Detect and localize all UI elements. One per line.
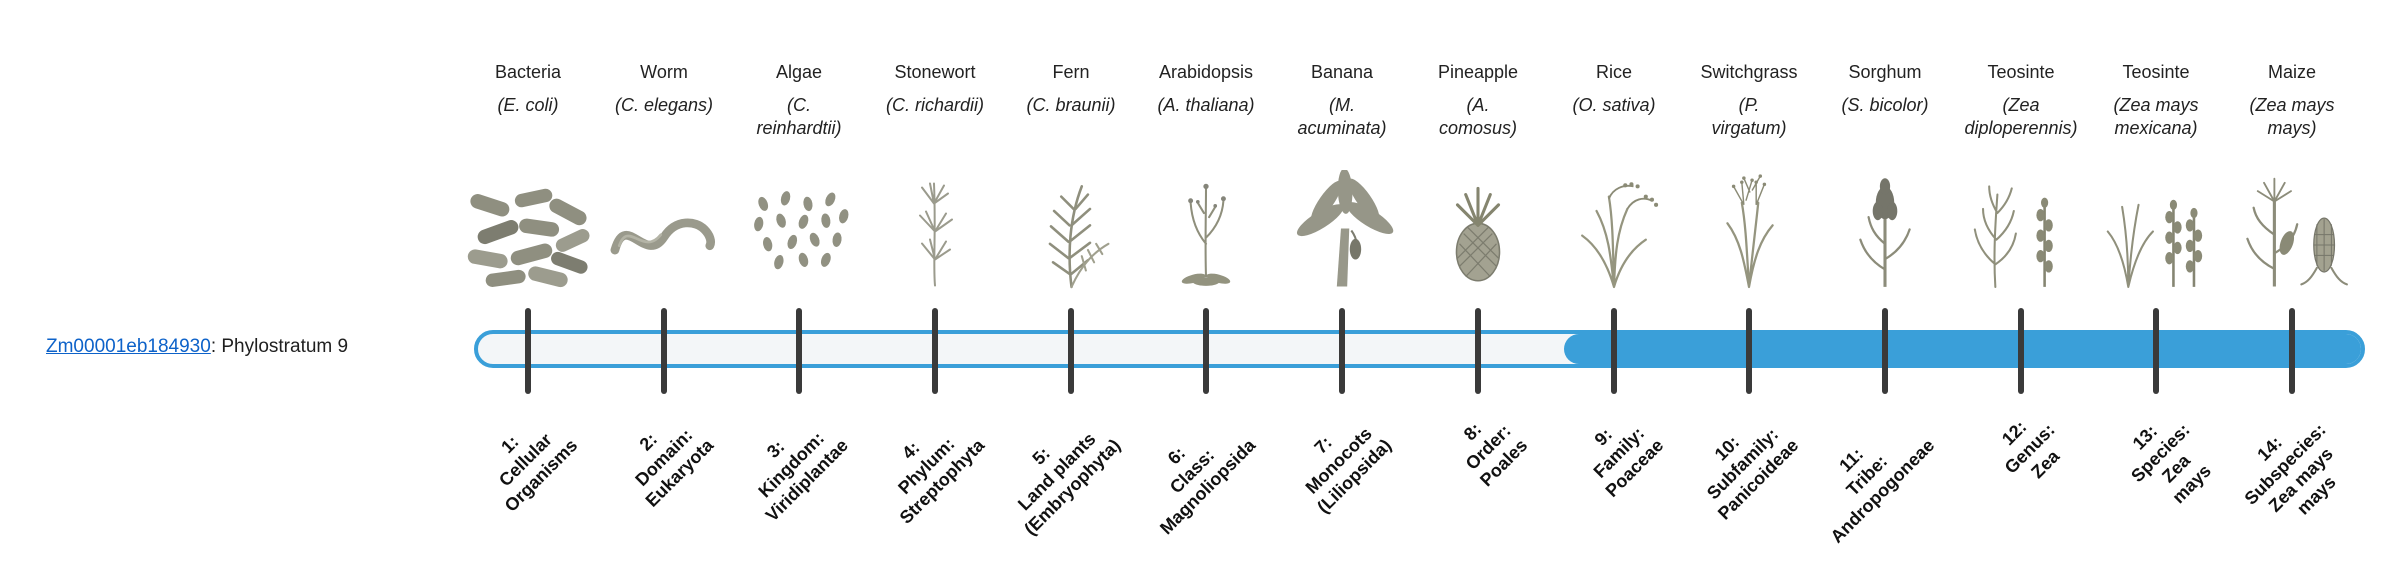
- organism-scientific-name: (E. coli): [497, 94, 559, 115]
- gene-id-link[interactable]: Zm00001eb184930: [46, 336, 211, 357]
- organism-common-name: Stonewort: [894, 62, 976, 82]
- teosinte-icon: [1926, 150, 2116, 290]
- organism-column-worm: Worm (C. elegans): [569, 62, 759, 290]
- organism-scientific-name: (C. braunii): [1026, 94, 1116, 115]
- organism-column-bacteria: Bacteria (E. coli): [433, 62, 623, 290]
- tick-stratum-6: [1203, 308, 1209, 394]
- organism-column-fern: Fern (C. braunii): [976, 62, 1166, 290]
- stratum-label-5: 5: Land plants (Embryophyta): [1013, 428, 1125, 540]
- stratum-label-9: 9: Family: Poaceae: [1589, 423, 1668, 501]
- organism-scientific-name: (Zea mays mexicana): [2113, 94, 2199, 138]
- gene-label: Zm00001eb184930: Phylostratum 9: [46, 336, 348, 358]
- organism-common-name: Maize: [2267, 62, 2316, 82]
- organism-scientific-name: (Zea mays mays): [2249, 94, 2335, 138]
- organism-common-name: Worm: [640, 62, 688, 82]
- organism-common-name: Banana: [1310, 62, 1374, 82]
- stratum-label-14: 14: Subspecies: Zea mays mays: [2240, 419, 2340, 519]
- organism-common-name: Switchgrass: [1700, 62, 1798, 82]
- stonewort-icon: [840, 150, 1030, 290]
- organism-scientific-name: (P. virgatum): [1711, 94, 1787, 138]
- organism-scientific-name: (O. sativa): [1572, 94, 1656, 115]
- organism-common-name: Rice: [1595, 62, 1632, 82]
- banana-icon: [1247, 150, 1437, 290]
- arabidopsis-icon: [1111, 150, 1301, 290]
- tick-stratum-5: [1068, 308, 1074, 394]
- worm-icon: [569, 150, 759, 290]
- organism-common-name: Fern: [1052, 62, 1090, 82]
- tick-stratum-8: [1475, 308, 1481, 394]
- stratum-label-11: 11: Tribe: Andropogoneae: [1826, 435, 1939, 547]
- tick-stratum-2: [661, 308, 667, 394]
- organism-common-name: Teosinte: [2122, 62, 2190, 82]
- tick-stratum-11: [1882, 308, 1888, 394]
- algae-icon: [704, 150, 894, 290]
- stratum-label-10: 10: Subfamily: Panicoideae: [1702, 424, 1803, 524]
- maize-icon: [2197, 150, 2387, 290]
- organism-scientific-name: (S. bicolor): [1841, 94, 1929, 115]
- organism-common-name: Sorghum: [1848, 62, 1922, 82]
- organism-column-pineapple: Pineapple (A. comosus): [1383, 62, 1573, 290]
- fern-icon: [976, 150, 1166, 290]
- organism-column-teosinte-mexicana: Teosinte (Zea mays mexicana): [2061, 62, 2251, 290]
- organism-column-sorghum: Sorghum (S. bicolor): [1790, 62, 1980, 290]
- organism-column-switchgrass: Switchgrass (P. virgatum): [1654, 62, 1844, 290]
- tick-stratum-14: [2289, 308, 2295, 394]
- organism-column-banana: Banana (M. acuminata): [1247, 62, 1437, 290]
- stratum-label-6: 6: Class: Magnoliopsida: [1155, 435, 1260, 539]
- stratum-label-12: 12: Genus: Zea: [1997, 416, 2064, 483]
- organism-scientific-name: (M. acuminata): [1297, 94, 1387, 138]
- organism-column-stonewort: Stonewort (C. richardii): [840, 62, 1030, 290]
- phylostrata-bar-fill: [1564, 334, 2361, 364]
- organism-column-teosinte-diploperennis: Teosinte (Zea diploperennis): [1926, 62, 2116, 290]
- tick-stratum-4: [932, 308, 938, 394]
- organism-scientific-name: (C. reinhardtii): [756, 94, 842, 138]
- organism-column-algae: Algae (C. reinhardtii): [704, 62, 894, 290]
- tick-stratum-9: [1611, 308, 1617, 394]
- organism-column-rice: Rice (O. sativa): [1519, 62, 1709, 290]
- teosinte-icon: [2061, 150, 2251, 290]
- stratum-label-13: 13: Species: Zea mays: [2127, 419, 2215, 508]
- organism-common-name: Algae: [775, 62, 823, 82]
- rice-icon: [1519, 150, 1709, 290]
- tick-stratum-12: [2018, 308, 2024, 394]
- organism-column-arabidopsis: Arabidopsis (A. thaliana): [1111, 62, 1301, 290]
- tick-stratum-1: [525, 308, 531, 394]
- gene-phylostratum-text: : Phylostratum 9: [210, 336, 349, 357]
- organism-scientific-name: (Zea diploperennis): [1964, 94, 2078, 138]
- stratum-label-3: 3: Kingdom: Viridiplantae: [754, 427, 853, 526]
- organism-scientific-name: (A. comosus): [1438, 94, 1518, 138]
- organism-common-name: Teosinte: [1987, 62, 2055, 82]
- phylostrata-bar: [474, 330, 2365, 368]
- organism-scientific-name: (A. thaliana): [1157, 94, 1255, 115]
- tick-stratum-13: [2153, 308, 2159, 394]
- organism-common-name: Pineapple: [1437, 62, 1519, 82]
- tick-stratum-10: [1746, 308, 1752, 394]
- stratum-label-8: 8: Order: Poales: [1459, 418, 1532, 491]
- organism-common-name: Bacteria: [494, 62, 562, 82]
- organism-scientific-name: (C. elegans): [614, 94, 714, 115]
- sorghum-icon: [1790, 150, 1980, 290]
- organism-column-maize: Maize (Zea mays mays): [2197, 62, 2387, 290]
- organism-common-name: Arabidopsis: [1158, 62, 1254, 82]
- tick-stratum-3: [796, 308, 802, 394]
- stratum-label-2: 2: Domain: Eukaryota: [631, 424, 718, 511]
- organism-scientific-name: (C. richardii): [885, 94, 984, 115]
- stratum-label-4: 4: Phylum: Streptophyta: [894, 433, 989, 528]
- bacteria-icon: [433, 150, 623, 290]
- tick-stratum-7: [1339, 308, 1345, 394]
- switchgrass-icon: [1654, 150, 1844, 290]
- pineapple-icon: [1383, 150, 1573, 290]
- stratum-label-1: 1: Cellular Organisms: [494, 429, 582, 516]
- stratum-label-7: 7: Monocots (Liliopsida): [1301, 423, 1396, 518]
